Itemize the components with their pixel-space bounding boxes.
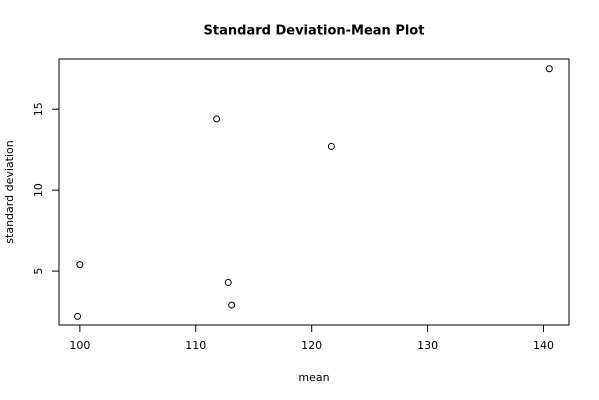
point [213, 115, 221, 123]
x-tick-label: 120 [301, 339, 322, 352]
y-tick-label: 10 [32, 183, 45, 197]
point [76, 261, 84, 269]
point [327, 142, 335, 150]
x-tick-label: 140 [533, 339, 554, 352]
point [545, 65, 553, 73]
plot-box [58, 58, 570, 326]
y-tick-label: 15 [32, 102, 45, 116]
x-tick-label: 100 [69, 339, 90, 352]
x-axis-label: mean [298, 371, 329, 384]
point [74, 312, 82, 320]
y-tick-label: 5 [32, 268, 45, 275]
x-tick-label: 130 [417, 339, 438, 352]
x-tick-label: 110 [185, 339, 206, 352]
y-axis-label: standard deviation [3, 140, 16, 243]
point [224, 278, 232, 286]
chart-title: Standard Deviation-Mean Plot [204, 24, 425, 39]
point [228, 301, 236, 309]
